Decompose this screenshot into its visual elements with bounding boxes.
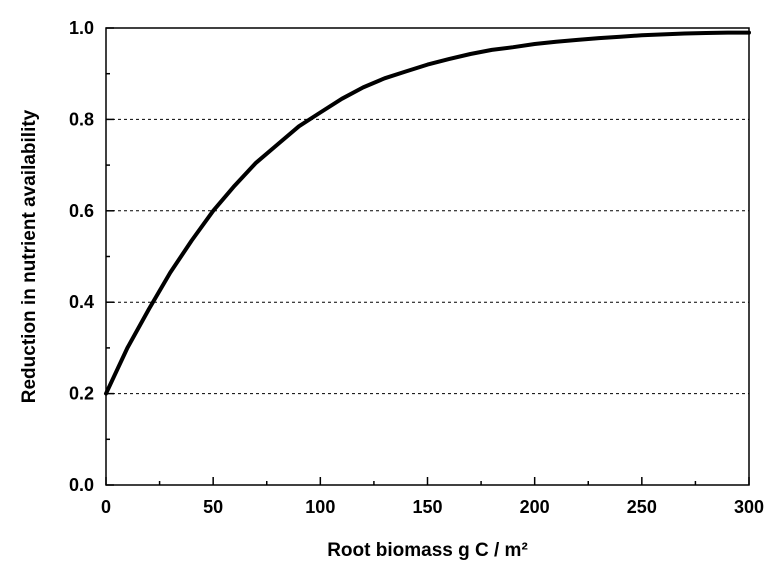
x-tick-label-6: 300	[734, 497, 764, 517]
x-tick-label-1: 50	[203, 497, 223, 517]
x-tick-label-0: 0	[101, 497, 111, 517]
y-tick-label-3: 0.6	[69, 201, 94, 221]
plot-frame	[105, 27, 750, 486]
x-tick-label-3: 150	[412, 497, 442, 517]
y-tick-label-1: 0.2	[69, 384, 94, 404]
y-tick-label-5: 1.0	[69, 18, 94, 38]
y-tick-label-4: 0.8	[69, 109, 94, 129]
x-axis-title: Root biomass g C / m²	[327, 540, 528, 561]
series-line-0	[104, 30, 751, 396]
y-tick-label-0: 0.0	[69, 475, 94, 495]
series-layer	[104, 30, 751, 396]
y-tick-label-2: 0.4	[69, 292, 94, 312]
grid-layer	[106, 118, 749, 395]
x-tick-label-2: 100	[305, 497, 335, 517]
x-tick-label-5: 250	[627, 497, 657, 517]
x-tick-label-4: 200	[520, 497, 550, 517]
y-axis-title: Reduction in nutrient availability	[19, 109, 40, 403]
tick-layer: 0 50 100 150 200 250 300 0.0 0.2 0.4 0.6 0.8 1.0	[69, 18, 764, 517]
